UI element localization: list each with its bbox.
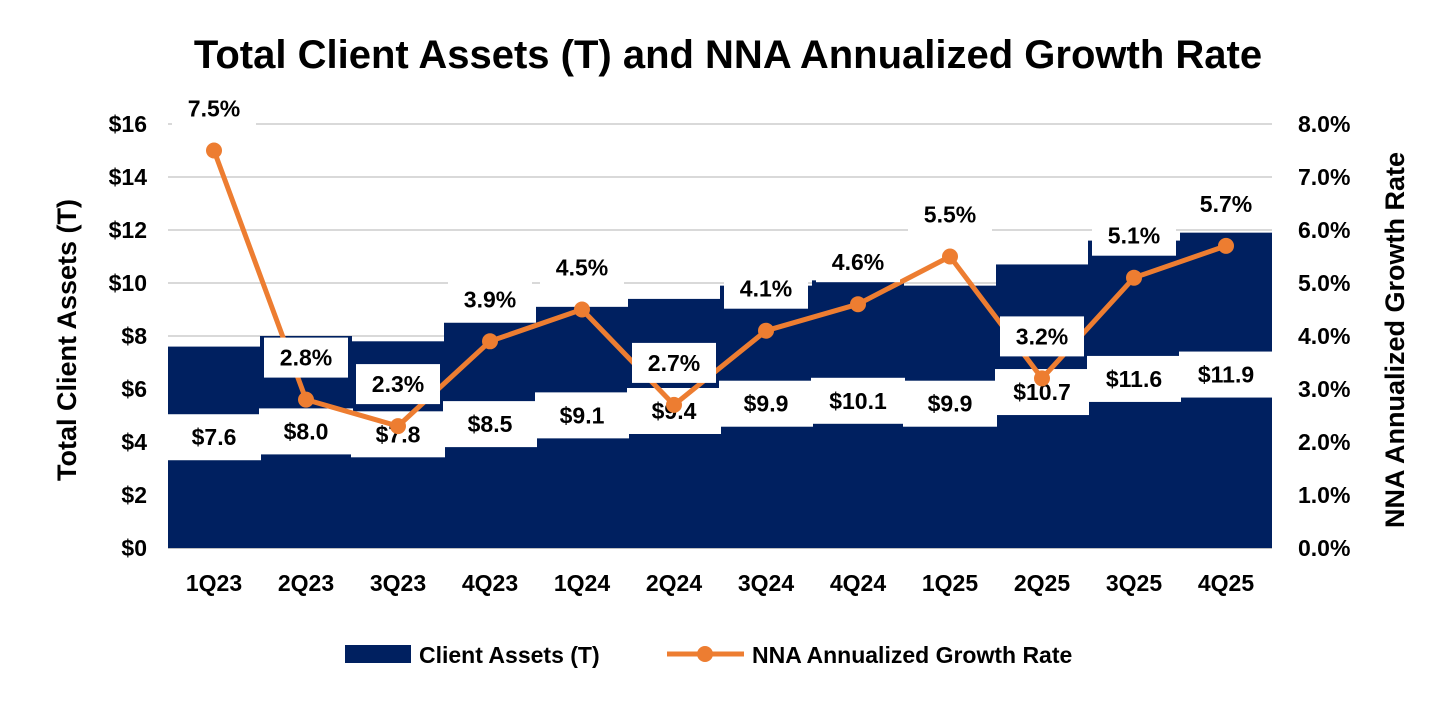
line-data-label-box [172, 88, 256, 129]
y2-tick-label: 0.0% [1298, 535, 1350, 561]
bar-data-label: $9.1 [560, 402, 605, 428]
x-tick-label: 4Q23 [462, 570, 518, 596]
bar-data-label: $11.6 [1106, 366, 1162, 392]
x-tick-label: 2Q24 [646, 570, 702, 596]
x-tick-label: 4Q25 [1198, 570, 1254, 596]
bar-data-label: $8.5 [468, 411, 513, 437]
y2-tick-label: 5.0% [1298, 270, 1350, 296]
growth-line [211, 148, 1229, 429]
legend: Client Assets (T) NNA Annualized Growth … [345, 642, 1072, 668]
y2-tick-label: 7.0% [1298, 164, 1350, 190]
y2-tick-label: 6.0% [1298, 217, 1350, 243]
line-data-label: 3.2% [1016, 323, 1068, 349]
y2-tick-label: 2.0% [1298, 429, 1350, 455]
y-tick-label: $12 [109, 217, 147, 243]
line-data-label: 4.6% [832, 249, 884, 275]
line-data-label-box [264, 337, 348, 378]
line-data-label-box [1092, 215, 1176, 256]
y2-tick-label: 3.0% [1298, 376, 1350, 402]
line-marker [1218, 237, 1234, 254]
line-marker [942, 248, 958, 265]
bar-data-label-box [443, 401, 537, 448]
y-axis-label: Total Client Assets (T) [52, 199, 82, 481]
line-data-label-box [724, 268, 808, 309]
bar-data-label: $8.0 [284, 418, 329, 444]
x-tick-label: 2Q25 [1014, 570, 1070, 596]
y2-tick-label: 8.0% [1298, 111, 1350, 137]
y-tick-label: $8 [121, 323, 147, 349]
legend-line-marker [697, 646, 713, 662]
line-data-label-box [816, 242, 900, 283]
bar-data-label: $9.9 [928, 391, 973, 417]
legend-bar-swatch [345, 645, 411, 663]
chart-title: Total Client Assets (T) and NNA Annualiz… [194, 33, 1262, 77]
bar-data-label-box [1179, 351, 1273, 398]
bar-data-label: $9.9 [744, 391, 789, 417]
line-data-label-box [1000, 316, 1084, 357]
x-tick-label: 2Q23 [278, 570, 334, 596]
bar-data-label: $10.1 [829, 388, 887, 414]
line-data-label-box [540, 247, 624, 288]
line-data-label-box [448, 279, 532, 320]
line-data-label-box [632, 342, 716, 383]
line-data-label: 7.5% [188, 96, 240, 122]
legend-line-label: NNA Annualized Growth Rate [752, 642, 1072, 668]
x-tick-label: 1Q24 [554, 570, 610, 596]
legend-bar-label: Client Assets (T) [419, 642, 600, 668]
bar-data-label: $7.6 [192, 424, 237, 450]
bar-data-label-box [1087, 355, 1181, 402]
y2-tick-label: 1.0% [1298, 482, 1350, 508]
axis-ticks: $0 0.0% $2 1.0% $4 2.0% $6 3.0% $8 4.0% $10 5.0% $12… [109, 111, 1351, 596]
y-tick-label: $6 [121, 376, 147, 402]
line-data-label: 2.8% [280, 345, 332, 371]
bar-data-label-box [535, 392, 629, 439]
bar-data-label-box [167, 414, 261, 461]
line-marker [850, 296, 866, 313]
line-data-label: 5.1% [1108, 223, 1160, 249]
y-tick-label: $14 [109, 164, 148, 190]
line-marker [206, 142, 222, 159]
x-tick-label: 4Q24 [830, 570, 886, 596]
bar-data-label-box [903, 380, 997, 427]
line-data-label-box [908, 194, 992, 235]
line-marker [298, 391, 314, 408]
line-marker [758, 322, 774, 339]
line-marker [1126, 269, 1142, 286]
x-tick-label: 1Q23 [186, 570, 242, 596]
line-marker [666, 396, 682, 413]
line-marker [574, 301, 590, 318]
line-data-label: 5.7% [1200, 191, 1252, 217]
line-data-label: 4.1% [740, 276, 792, 302]
line-series [206, 142, 1234, 435]
bar-data-label: $11.9 [1198, 362, 1254, 388]
y-tick-label: $0 [121, 535, 147, 561]
line-data-label-box [356, 364, 440, 405]
line-data-label: 5.5% [924, 202, 976, 228]
y-tick-label: $4 [121, 429, 147, 455]
line-data-labels: 7.5% 2.8% 2.3% 3.9% 4.5% 2.7% 4.1% 4.6% 5.5% 3.2%… [172, 88, 1268, 405]
line-marker [390, 418, 406, 435]
y-tick-label: $10 [109, 270, 147, 296]
bar-data-label-box [719, 380, 813, 427]
x-tick-label: 1Q25 [922, 570, 978, 596]
y2-tick-label: 4.0% [1298, 323, 1350, 349]
x-tick-label: 3Q25 [1106, 570, 1162, 596]
x-tick-label: 3Q23 [370, 570, 426, 596]
line-data-label: 2.3% [372, 371, 424, 397]
line-data-label: 4.5% [556, 255, 608, 281]
bar-data-label-box [259, 408, 353, 455]
x-tick-label: 3Q24 [738, 570, 794, 596]
line-data-label-box [1184, 183, 1268, 224]
line-data-label: 3.9% [464, 286, 516, 312]
y-tick-label: $16 [109, 111, 147, 137]
line-marker [482, 333, 498, 350]
line-marker [1034, 370, 1050, 387]
y-tick-label: $2 [121, 482, 147, 508]
y2-axis-label: NNA Annualized Growth Rate [1380, 152, 1410, 528]
bar-data-label-box [811, 377, 905, 424]
line-data-label: 2.7% [648, 350, 700, 376]
